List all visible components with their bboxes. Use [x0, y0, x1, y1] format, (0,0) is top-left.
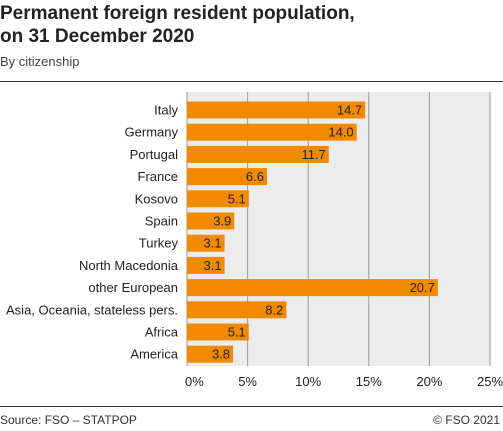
x-tick-label-4: 20% — [416, 374, 442, 389]
value-label-3: 6.6 — [246, 169, 264, 184]
bar-4 — [187, 190, 249, 208]
category-label-9: Asia, Oceania, stateless pers. — [6, 302, 178, 317]
category-label-5: Spain — [145, 214, 178, 229]
x-tick-label-1: 5% — [238, 374, 257, 389]
value-label-8: 20.7 — [410, 280, 435, 295]
category-label-4: Kosovo — [135, 191, 178, 206]
category-label-8: other European — [88, 280, 178, 295]
chart-subtitle: By citizenship — [0, 54, 80, 69]
value-label-6: 3.1 — [203, 236, 221, 251]
bar-8 — [187, 279, 438, 297]
top-divider — [0, 81, 503, 82]
category-label-3: France — [138, 169, 178, 184]
value-label-4: 5.1 — [228, 191, 246, 206]
source-note: Source: FSO – STATPOP — [0, 413, 137, 427]
chart-title-line-2: on 31 December 2020 — [0, 26, 195, 47]
category-label-10: Africa — [145, 325, 179, 340]
value-label-10: 5.1 — [228, 325, 246, 340]
category-label-1: Germany — [125, 125, 179, 140]
value-label-7: 3.1 — [203, 258, 221, 273]
chart-title: Permanent foreign resident population, o… — [0, 2, 500, 48]
value-label-11: 3.8 — [212, 347, 230, 362]
bar-11 — [187, 345, 234, 363]
x-tick-label-5: 25% — [477, 374, 503, 389]
value-label-9: 8.2 — [265, 302, 283, 317]
category-label-0: Italy — [154, 103, 178, 118]
category-label-11: America — [130, 347, 178, 362]
value-label-5: 3.9 — [213, 214, 231, 229]
value-label-2: 11.7 — [301, 147, 325, 162]
x-tick-label-3: 15% — [356, 374, 382, 389]
bar-1 — [187, 123, 357, 141]
bar-5 — [187, 212, 235, 230]
category-label-7: North Macedonia — [79, 258, 179, 273]
x-tick-label-2: 10% — [295, 374, 321, 389]
bar-2 — [187, 145, 329, 163]
chart-title-line-1: Permanent foreign resident population, — [0, 3, 355, 24]
bottom-divider — [0, 406, 503, 407]
category-label-6: Turkey — [139, 236, 179, 251]
bar-6 — [187, 234, 225, 252]
bar-0 — [187, 101, 366, 119]
bar-9 — [187, 301, 287, 319]
bar-10 — [187, 323, 249, 341]
value-label-1: 14.0 — [328, 125, 353, 140]
bar-3 — [187, 168, 267, 186]
copyright-note: © FSO 2021 — [433, 413, 500, 427]
category-label-2: Portugal — [130, 147, 179, 162]
x-tick-label-0: 0% — [185, 374, 204, 389]
value-label-0: 14.7 — [337, 103, 362, 118]
bar-7 — [187, 256, 225, 274]
